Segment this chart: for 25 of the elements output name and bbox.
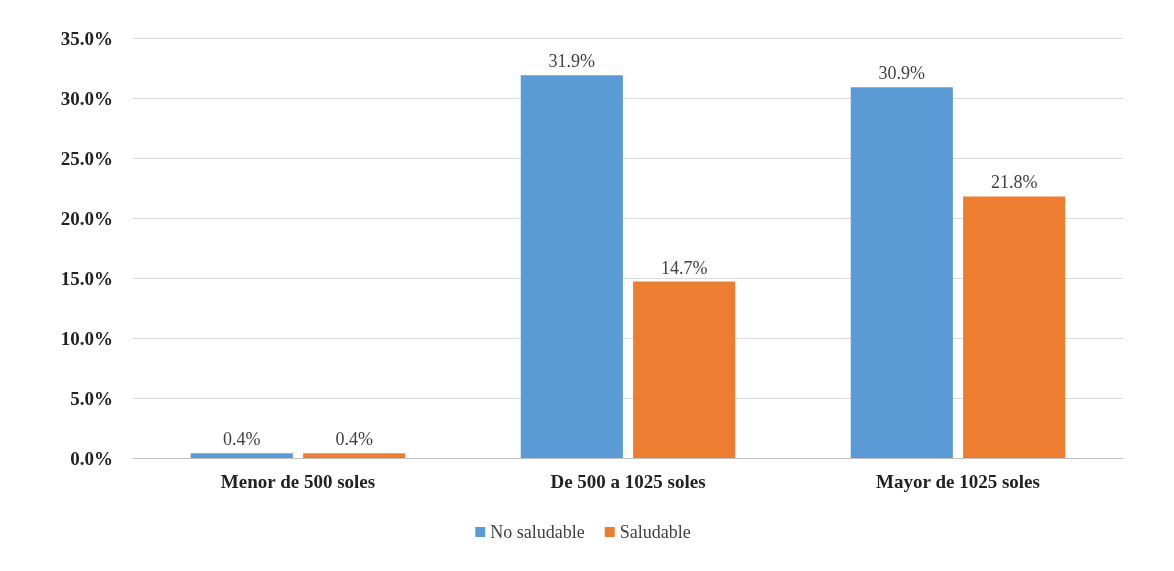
y-tick-label: 30.0%: [60, 87, 113, 109]
legend-label: Saludable: [619, 522, 691, 542]
data-label: 0.4%: [335, 429, 373, 450]
bar: [303, 453, 406, 458]
y-tick-label: 35.0%: [60, 27, 113, 49]
y-tick-label: 15.0%: [60, 267, 113, 289]
x-tick-label: Mayor de 1025 soles: [876, 471, 1040, 492]
x-tick-label: Menor de 500 soles: [220, 471, 376, 492]
y-tick-label: 10.0%: [60, 327, 113, 349]
y-tick-label: 20.0%: [60, 207, 113, 229]
bar: [963, 196, 1066, 458]
data-label: 30.9%: [878, 63, 926, 84]
data-label: 14.7%: [660, 257, 708, 278]
x-tick-label: De 500 a 1025 soles: [550, 471, 706, 492]
data-label: 21.8%: [990, 172, 1038, 193]
bar: [190, 453, 293, 458]
y-tick-label: 5.0%: [70, 387, 113, 409]
y-tick-label: 25.0%: [60, 147, 113, 169]
data-label: 31.9%: [548, 51, 596, 72]
bar: [633, 281, 736, 458]
y-tick-label: 0.0%: [70, 447, 113, 469]
legend-label: No saludable: [490, 522, 585, 542]
bar: [520, 75, 623, 458]
data-label: 0.4%: [223, 429, 261, 450]
bar: [850, 87, 953, 458]
